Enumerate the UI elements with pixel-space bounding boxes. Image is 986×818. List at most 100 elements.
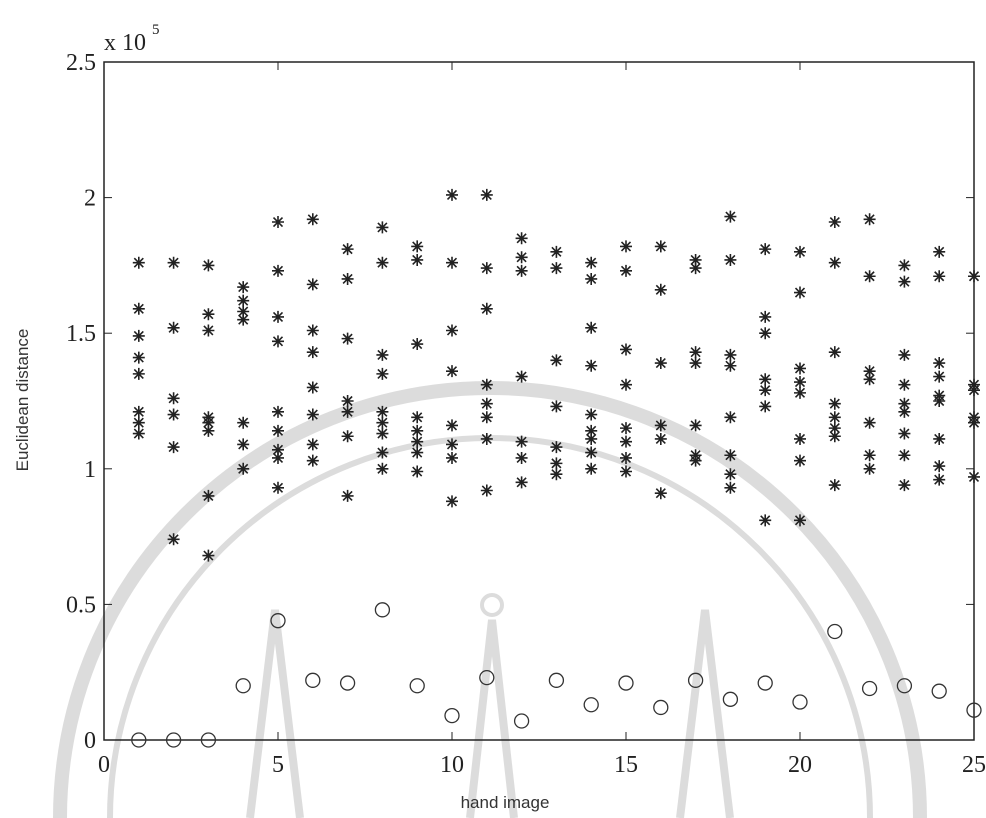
star-point: [585, 424, 598, 437]
star-point: [202, 424, 215, 437]
star-point: [167, 533, 180, 546]
star-point: [446, 419, 458, 432]
star-point: [550, 245, 563, 258]
star-point: [759, 327, 772, 340]
star-point: [794, 362, 806, 375]
star-point: [376, 462, 389, 475]
star-point: [933, 370, 946, 383]
star-point: [968, 416, 980, 429]
star-point: [933, 432, 946, 445]
star-point: [202, 259, 215, 272]
star-point: [202, 549, 215, 562]
star-point: [272, 405, 284, 418]
star-point: [898, 479, 911, 492]
star-point: [306, 346, 319, 359]
star-point: [724, 481, 737, 494]
star-point: [132, 351, 145, 364]
star-point: [272, 481, 284, 494]
star-point: [585, 462, 598, 475]
star-point: [132, 367, 145, 380]
circle-point: [409, 678, 425, 694]
star-point: [828, 397, 841, 410]
star-point: [794, 245, 806, 258]
star-point: [272, 335, 284, 348]
y-tick-label: 0: [84, 728, 96, 754]
star-point: [341, 272, 354, 285]
star-point: [306, 454, 319, 467]
circle-point: [757, 675, 773, 691]
circle-point: [548, 672, 565, 688]
star-point: [515, 476, 528, 489]
star-point: [237, 462, 250, 475]
star-point: [585, 359, 598, 372]
star-point: [654, 432, 667, 445]
circle-point: [861, 680, 878, 697]
star-point: [446, 256, 458, 269]
star-point: [411, 411, 424, 424]
star-point: [411, 446, 424, 459]
circle-point: [374, 602, 391, 618]
star-point: [237, 281, 250, 294]
circle-point: [513, 713, 530, 729]
star-point: [167, 321, 180, 334]
star-point: [863, 449, 876, 462]
star-point: [654, 283, 667, 296]
star-point: [863, 213, 876, 226]
star-point: [132, 329, 145, 342]
y-tick-label: 2.5: [66, 50, 96, 76]
star-point: [515, 370, 528, 383]
star-point: [376, 405, 389, 418]
circle-point: [618, 675, 634, 691]
star-point: [376, 416, 389, 429]
star-point: [167, 408, 180, 421]
star-point: [620, 435, 632, 448]
star-point: [968, 470, 980, 483]
star-point: [411, 240, 424, 253]
star-point: [550, 468, 563, 481]
circle-point: [931, 683, 947, 699]
x-axis-label: hand image: [461, 793, 550, 812]
star-point: [515, 232, 528, 245]
star-point: [480, 397, 493, 410]
star-point: [411, 424, 424, 437]
star-point: [863, 373, 876, 386]
star-point: [794, 432, 806, 445]
star-point: [480, 484, 493, 497]
y-tick-label: 0.5: [66, 592, 96, 618]
star-point: [446, 324, 458, 337]
star-point: [724, 411, 737, 424]
circle-point: [165, 732, 182, 748]
circle-point: [305, 672, 321, 688]
star-point: [654, 240, 667, 253]
star-point: [550, 354, 563, 367]
star-point: [759, 400, 772, 413]
star-point: [480, 262, 493, 275]
star-point: [550, 457, 563, 470]
star-point: [898, 259, 911, 272]
star-point: [411, 253, 424, 266]
x-tick-label: 15: [614, 752, 638, 778]
circle-point: [339, 675, 356, 691]
circle-point: [966, 702, 982, 718]
circle-point: [444, 707, 460, 724]
star-point: [376, 446, 389, 459]
star-point: [585, 446, 598, 459]
star-point: [794, 514, 806, 527]
star-point: [724, 449, 737, 462]
star-point: [689, 454, 702, 467]
star-point: [933, 473, 946, 486]
star-point: [933, 270, 946, 283]
circle-point: [827, 623, 843, 640]
star-point: [132, 302, 145, 315]
star-point: [132, 427, 145, 440]
star-point: [585, 408, 598, 421]
star-point: [132, 256, 145, 269]
star-point: [794, 454, 806, 467]
star-point: [724, 359, 737, 372]
star-point: [341, 243, 354, 256]
star-point: [167, 441, 180, 454]
star-point: [620, 264, 632, 277]
star-point: [654, 487, 667, 500]
star-point: [898, 378, 911, 391]
